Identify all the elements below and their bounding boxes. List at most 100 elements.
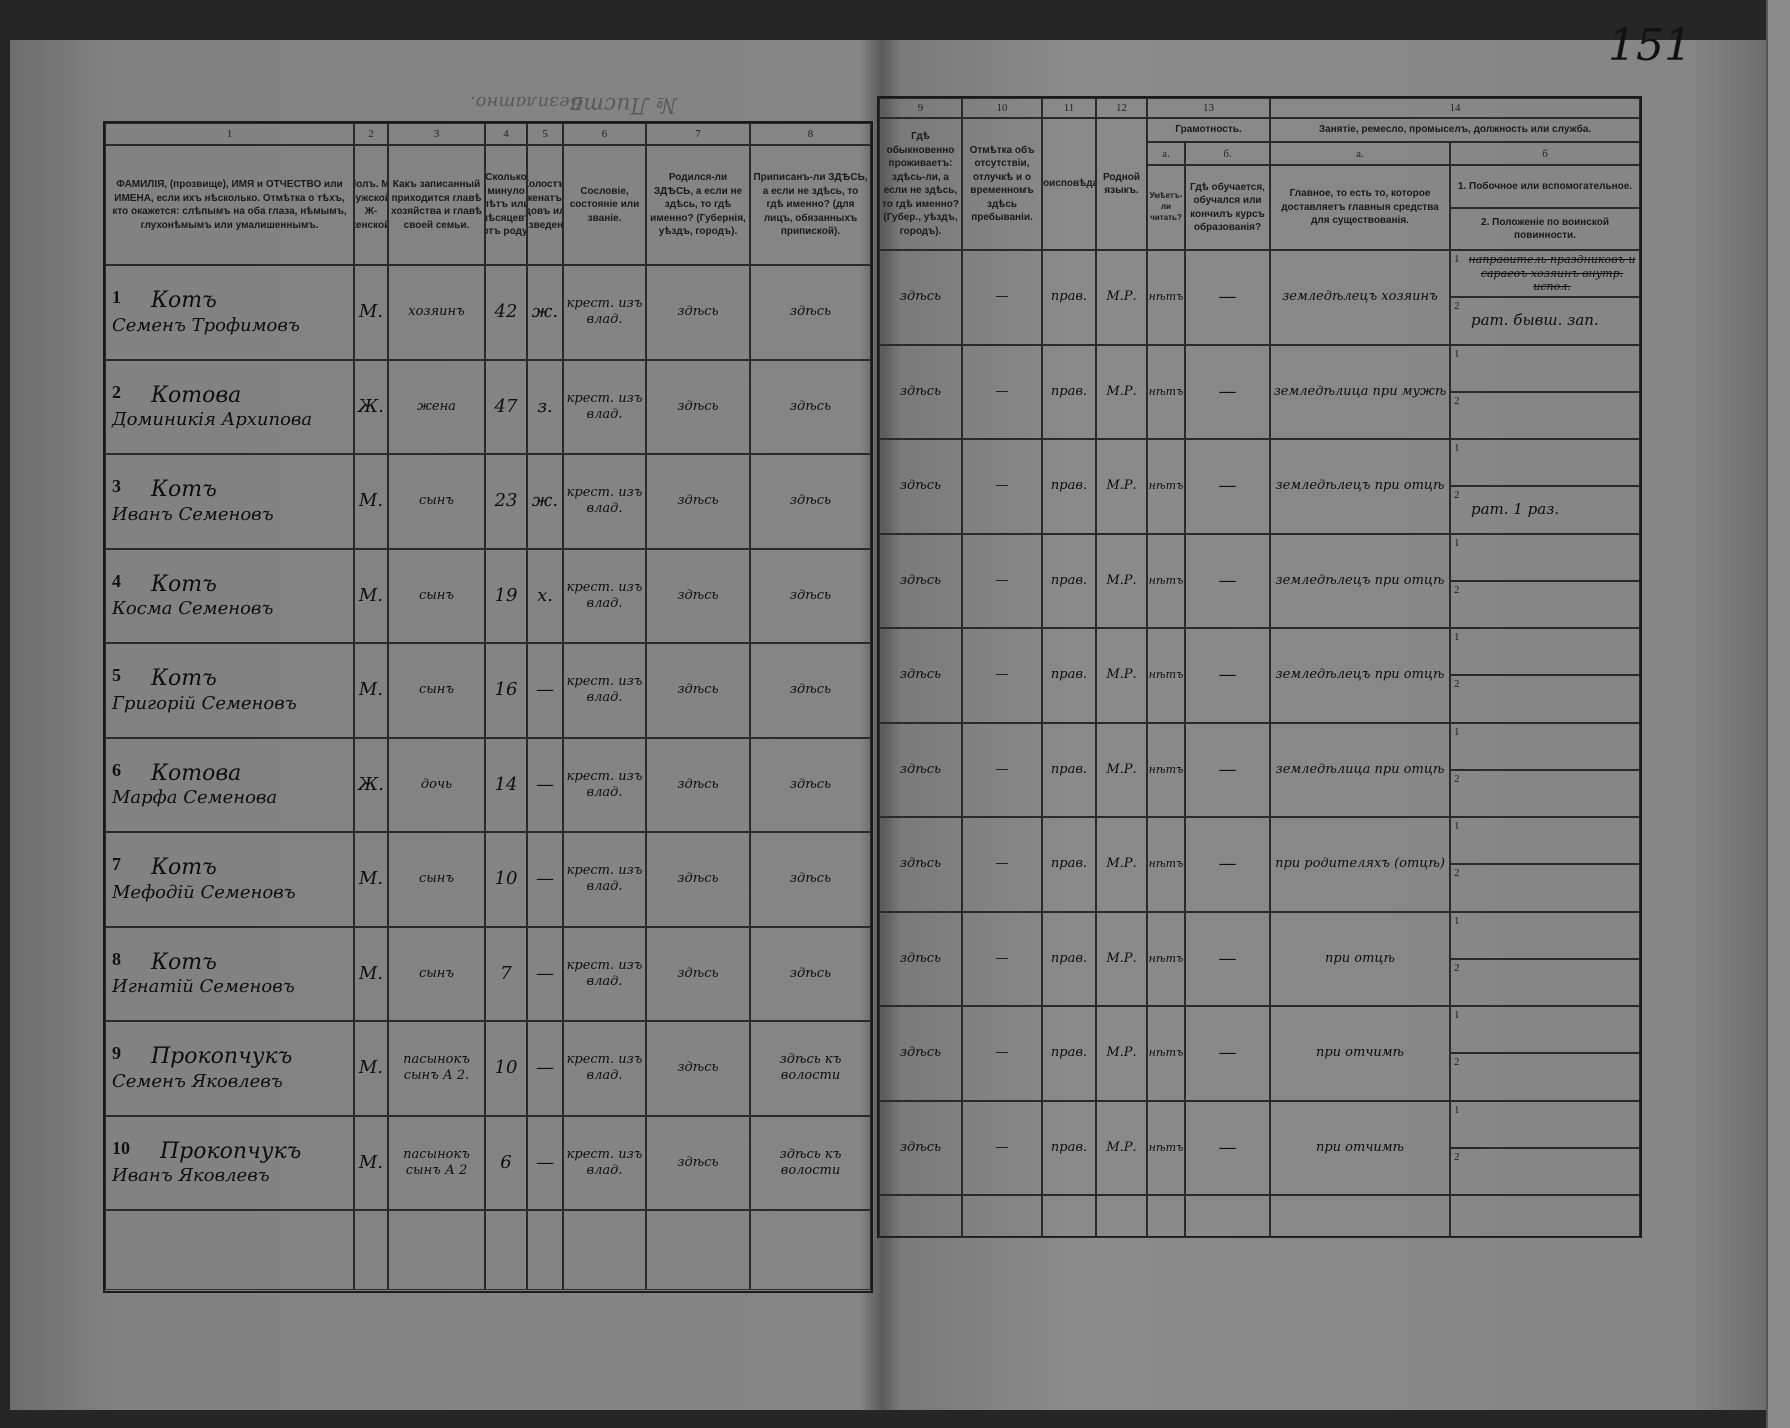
cell-registered: здѣсь	[750, 548, 871, 643]
column-number: 4	[485, 123, 527, 145]
empty-cell	[1270, 1195, 1450, 1238]
column-header-14: Занятіе, ремесло, промыселъ, должность и…	[1270, 118, 1640, 142]
surname: Прокопчукъ	[151, 1044, 293, 1070]
cell-marital: —	[527, 1115, 563, 1210]
cell-age: 14	[485, 737, 527, 832]
column-header-13b: Гдѣ обучается, обучался или кончилъ курс…	[1185, 165, 1270, 250]
column-header-4: Сколько минуло лѣтъ или мѣсяцевъ отъ род…	[485, 145, 527, 265]
cell-relation: жена	[388, 359, 485, 454]
cell-registered: здѣсь	[750, 359, 871, 454]
cell-literate: нѣтъ	[1147, 628, 1185, 723]
cell-sex: М.	[354, 454, 388, 549]
cell-age: 47	[485, 359, 527, 454]
cell-age: 10	[485, 1021, 527, 1116]
cell-estate: крест. изъ влад.	[563, 454, 646, 549]
cell-religion: прав.	[1042, 628, 1096, 723]
cell-registered: здѣсь къ волости	[750, 1115, 871, 1210]
cell-residence: здѣсь	[879, 817, 962, 912]
cell-born: здѣсь	[646, 454, 750, 549]
cell-sex: Ж.	[354, 359, 388, 454]
column-number: 8	[750, 123, 871, 145]
cell-religion: прав.	[1042, 1006, 1096, 1101]
cell-relation: сынъ	[388, 643, 485, 738]
row-number: 2	[112, 381, 121, 402]
cell-marital: —	[527, 926, 563, 1021]
cell-relation: сынъ	[388, 548, 485, 643]
row-name-cell: 1 Котъ Семенъ Трофимовъ	[105, 265, 354, 360]
cell-language: М.Р.	[1096, 250, 1147, 345]
empty-cell	[527, 1210, 563, 1290]
page-number: 151	[1608, 20, 1692, 71]
cell-religion: прав.	[1042, 1100, 1096, 1195]
cell-occupation-main: при отчимѣ	[1270, 1100, 1450, 1195]
cell-language: М.Р.	[1096, 1006, 1147, 1101]
column-number: 5	[527, 123, 563, 145]
cell-age: 10	[485, 832, 527, 927]
cell-absence: —	[962, 344, 1042, 439]
cell-language: М.Р.	[1096, 533, 1147, 628]
occupation-side-text: направитель праздниковъ и сараевъ хозяин…	[1468, 252, 1636, 294]
military-status-text: рат. бывш. зап.	[1471, 311, 1599, 330]
cell-military: 2	[1450, 1147, 1640, 1195]
empty-cell	[646, 1210, 750, 1290]
cell-estate: крест. изъ влад.	[563, 832, 646, 927]
row-number: 7	[112, 854, 121, 875]
column-number: 11	[1042, 98, 1096, 118]
row-name-cell: 4 Котъ Косма Семеновъ	[105, 548, 354, 643]
surname: Котъ	[151, 571, 217, 597]
cell-registered: здѣсь	[750, 265, 871, 360]
row-name-cell: 3 Котъ Иванъ Семеновъ	[105, 454, 354, 549]
cell-religion: прав.	[1042, 533, 1096, 628]
cell-registered: здѣсь	[750, 926, 871, 1021]
cell-estate: крест. изъ влад.	[563, 643, 646, 738]
cell-absence: —	[962, 722, 1042, 817]
empty-cell	[388, 1210, 485, 1290]
cell-occupation-main: земледѣлецъ при отцѣ	[1270, 439, 1450, 534]
row-name-cell: 10 Прокопчукъ Иванъ Яковлевъ	[105, 1115, 354, 1210]
column-number: 14	[1270, 98, 1640, 118]
column-number: 13	[1147, 98, 1270, 118]
column-number: 3	[388, 123, 485, 145]
cell-sex: М.	[354, 832, 388, 927]
given-name-patronymic: Иванъ Яковлевъ	[112, 1165, 270, 1187]
cell-residence: здѣсь	[879, 1100, 962, 1195]
given-name-patronymic: Семенъ Трофимовъ	[112, 314, 300, 336]
row-number: 10	[112, 1137, 130, 1158]
cell-registered: здѣсь	[750, 737, 871, 832]
cell-school: —	[1185, 817, 1270, 912]
cell-marital: —	[527, 737, 563, 832]
column-header-10: Отмѣтка объ отсутствіи, отлучкѣ и о врем…	[962, 118, 1042, 250]
cell-religion: прав.	[1042, 250, 1096, 345]
cell-occupation-main: земледѣлица при отцѣ	[1270, 722, 1450, 817]
cell-absence: —	[962, 439, 1042, 534]
empty-cell	[962, 1195, 1042, 1238]
cell-school: —	[1185, 1006, 1270, 1101]
given-name-patronymic: Григорій Семеновъ	[112, 692, 297, 714]
cell-occupation-side: 1 направитель праздниковъ и сараевъ хозяи…	[1450, 250, 1640, 297]
page-edge	[1766, 0, 1790, 1428]
cell-age: 42	[485, 265, 527, 360]
cell-literate: нѣтъ	[1147, 722, 1185, 817]
empty-cell	[750, 1210, 871, 1290]
subcolumn-letter: б	[1450, 142, 1640, 165]
given-name-patronymic: Мефодій Семеновъ	[112, 881, 296, 903]
cell-literate: нѣтъ	[1147, 250, 1185, 345]
cell-age: 19	[485, 548, 527, 643]
cell-literate: нѣтъ	[1147, 439, 1185, 534]
cell-school: —	[1185, 533, 1270, 628]
empty-cell	[1096, 1195, 1147, 1238]
empty-cell	[105, 1210, 354, 1290]
cell-registered: здѣсь къ волости	[750, 1021, 871, 1116]
subcolumn-letter: б.	[1185, 142, 1270, 165]
cell-born: здѣсь	[646, 1115, 750, 1210]
given-name-patronymic: Доминикія Архипова	[112, 409, 313, 431]
cell-relation: сынъ	[388, 926, 485, 1021]
cell-absence: —	[962, 533, 1042, 628]
column-number: 6	[563, 123, 646, 145]
cell-language: М.Р.	[1096, 722, 1147, 817]
cell-born: здѣсь	[646, 359, 750, 454]
row-name-cell: 9 Прокопчукъ Семенъ Яковлевъ	[105, 1021, 354, 1116]
cell-age: 23	[485, 454, 527, 549]
cell-occupation-side: 1	[1450, 817, 1640, 864]
empty-cell	[1450, 1195, 1640, 1238]
